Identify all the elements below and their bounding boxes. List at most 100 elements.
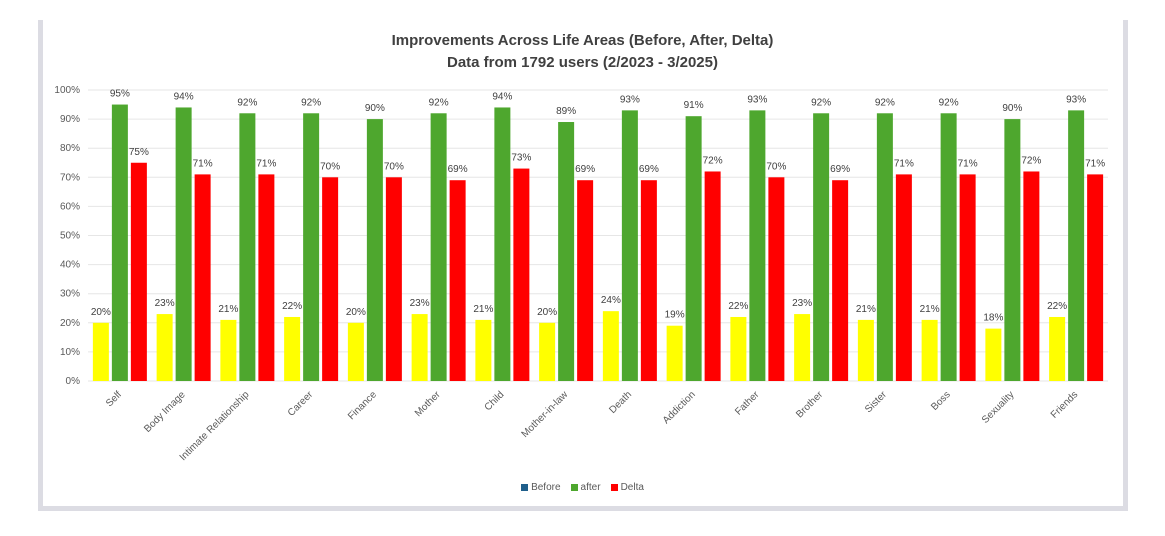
- x-category-label: Intimate Relationship: [178, 389, 252, 463]
- y-tick-label: 70%: [60, 172, 80, 183]
- data-label: 18%: [983, 313, 1003, 324]
- x-category-label: Father: [733, 389, 762, 418]
- bar-delta-self: [130, 162, 147, 381]
- bar-before-mother: [411, 314, 428, 381]
- bar-after-father: [749, 110, 766, 382]
- data-label: 92%: [301, 97, 321, 108]
- data-label: 21%: [473, 304, 493, 315]
- bar-before-friends: [1049, 316, 1066, 381]
- bar-before-finance: [347, 322, 364, 381]
- bar-after-finance: [366, 119, 383, 381]
- x-category-label: Sexuality: [980, 389, 1016, 425]
- bar-delta-friends: [1087, 174, 1104, 381]
- y-tick-label: 30%: [60, 289, 80, 300]
- bar-after-body-image: [175, 107, 192, 382]
- data-label: 71%: [256, 158, 276, 169]
- x-category-label: Friends: [1049, 389, 1080, 420]
- bar-before-intimate-relationship: [220, 319, 237, 381]
- data-label: 92%: [811, 97, 831, 108]
- legend-swatch: [570, 483, 578, 491]
- bar-delta-child: [513, 168, 530, 381]
- bar-before-sexuality: [985, 328, 1002, 381]
- bar-before-career: [284, 316, 301, 381]
- data-label: 23%: [155, 298, 175, 309]
- data-label: 22%: [282, 301, 302, 312]
- data-label: 21%: [856, 304, 876, 315]
- bar-delta-sister: [895, 174, 912, 381]
- x-category-label: Body Image: [142, 389, 188, 435]
- data-label: 75%: [129, 147, 149, 158]
- data-label: 93%: [747, 94, 767, 105]
- bar-delta-sexuality: [1023, 171, 1040, 381]
- bar-before-self: [92, 322, 109, 381]
- data-label: 21%: [218, 304, 238, 315]
- bar-after-career: [303, 113, 320, 381]
- bar-after-death: [621, 110, 638, 382]
- data-label: 90%: [1002, 103, 1022, 114]
- data-label: 20%: [91, 307, 111, 318]
- bar-after-self: [111, 104, 128, 382]
- legend-item: Delta: [610, 482, 644, 493]
- bar-before-child: [475, 319, 492, 381]
- x-category-label: Sister: [863, 389, 889, 415]
- y-tick-label: 20%: [60, 318, 80, 329]
- bar-after-sister: [876, 113, 893, 381]
- data-label: 70%: [384, 161, 404, 172]
- bar-delta-addiction: [704, 171, 721, 381]
- chart-subtitle: Data from 1792 users (2/2023 - 3/2025): [447, 54, 718, 71]
- x-category-label: Finance: [346, 389, 379, 422]
- y-tick-label: 40%: [60, 260, 80, 271]
- chart-title-block: Improvements Across Life Areas (Before, …: [0, 30, 1165, 74]
- data-label: 93%: [620, 94, 640, 105]
- x-category-label: Career: [286, 389, 316, 419]
- x-category-label: Mother-in-law: [520, 389, 571, 440]
- bar-delta-father: [768, 177, 785, 381]
- y-tick-label: 50%: [60, 231, 80, 242]
- bar-after-intimate-relationship: [239, 113, 256, 381]
- chart-legend: Before after Delta: [0, 482, 1165, 493]
- bar-before-mother-in-law: [539, 322, 556, 381]
- data-label: 22%: [728, 301, 748, 312]
- data-label: 73%: [511, 153, 531, 164]
- x-category-label: Death: [607, 389, 634, 416]
- bar-before-addiction: [666, 325, 683, 381]
- y-tick-label: 100%: [54, 85, 80, 96]
- data-label: 92%: [875, 97, 895, 108]
- data-label: 22%: [1047, 301, 1067, 312]
- y-tick-label: 10%: [60, 347, 80, 358]
- data-label: 20%: [346, 307, 366, 318]
- data-label: 69%: [639, 164, 659, 175]
- data-label: 92%: [237, 97, 257, 108]
- data-label: 69%: [575, 164, 595, 175]
- x-category-label: Brother: [794, 389, 825, 420]
- bar-after-sexuality: [1004, 119, 1021, 381]
- bar-after-mother: [430, 113, 447, 381]
- bar-delta-boss: [959, 174, 976, 381]
- bar-before-death: [602, 311, 619, 381]
- legend-item: after: [570, 482, 601, 493]
- bar-after-addiction: [685, 116, 702, 381]
- data-label: 23%: [410, 298, 430, 309]
- data-label: 92%: [429, 97, 449, 108]
- data-label: 21%: [920, 304, 940, 315]
- x-category-label: Self: [104, 389, 124, 409]
- data-label: 91%: [684, 100, 704, 111]
- bar-delta-mother: [449, 180, 466, 381]
- bar-delta-brother: [832, 180, 849, 381]
- data-label: 92%: [939, 97, 959, 108]
- bar-delta-body-image: [194, 174, 211, 381]
- data-label: 71%: [958, 158, 978, 169]
- legend-label: after: [580, 482, 601, 493]
- bar-delta-death: [640, 180, 657, 381]
- data-label: 23%: [792, 298, 812, 309]
- bar-delta-intimate-relationship: [258, 174, 275, 381]
- data-label: 94%: [174, 91, 194, 102]
- x-category-label: Mother: [413, 389, 443, 419]
- data-label: 70%: [766, 161, 786, 172]
- chart-title: Improvements Across Life Areas (Before, …: [391, 32, 774, 49]
- legend-item: Before: [521, 482, 561, 493]
- data-label: 89%: [556, 106, 576, 117]
- bar-after-friends: [1068, 110, 1085, 382]
- bar-delta-career: [322, 177, 339, 381]
